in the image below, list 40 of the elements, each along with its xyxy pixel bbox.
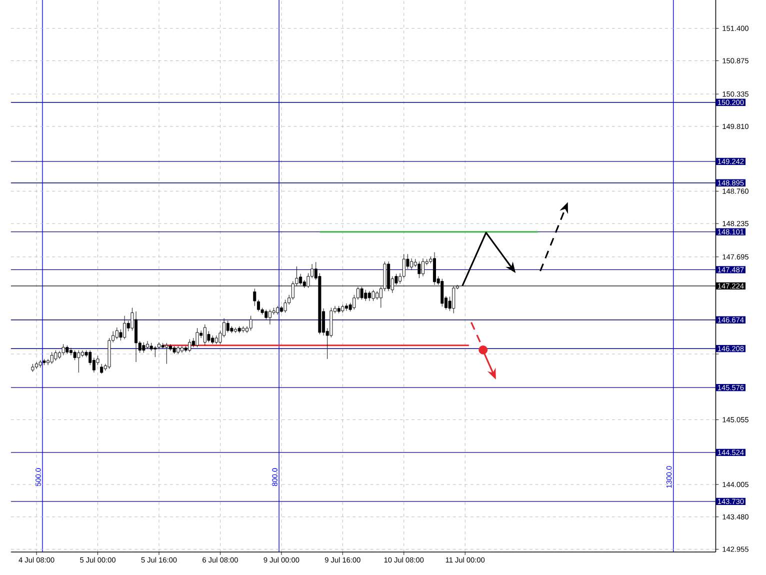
- candlestick: [364, 290, 368, 302]
- candlestick: [402, 254, 406, 279]
- candlestick: [249, 316, 252, 331]
- candlestick: [123, 316, 126, 340]
- candlestick: [165, 342, 168, 364]
- candlestick: [188, 339, 192, 353]
- candlestick: [422, 258, 425, 277]
- candlestick: [203, 324, 206, 346]
- candlestick: [168, 344, 172, 352]
- candlestick: [115, 327, 118, 340]
- candlestick: [234, 327, 238, 334]
- candlestick: [410, 258, 414, 271]
- candlestick: [134, 311, 138, 362]
- candlestick: [50, 352, 54, 364]
- candlestick: [142, 342, 146, 354]
- candlestick: [253, 288, 256, 306]
- candlestick: [372, 290, 375, 302]
- candlestick: [284, 300, 287, 314]
- candlestick: [344, 303, 348, 312]
- candlestick: [73, 350, 76, 361]
- candlestick: [80, 350, 84, 358]
- candlestick: [157, 342, 160, 350]
- candlestick: [256, 300, 260, 312]
- candlestick: [226, 320, 230, 333]
- candlestick: [54, 350, 58, 362]
- candlestick: [268, 310, 272, 325]
- candlestick: [62, 344, 65, 356]
- candlestick: [146, 340, 150, 350]
- candlestick: [46, 358, 50, 366]
- candlestick: [100, 364, 104, 374]
- candlestick: [418, 261, 421, 279]
- candlestick: [196, 328, 199, 348]
- candlestick: [180, 346, 184, 354]
- candlestick: [207, 331, 210, 343]
- candlestick: [264, 310, 268, 320]
- candlestick: [154, 346, 157, 358]
- candlestick: [35, 362, 38, 370]
- candlestick: [69, 348, 72, 356]
- candlestick: [77, 350, 80, 373]
- candlestick: [368, 291, 371, 302]
